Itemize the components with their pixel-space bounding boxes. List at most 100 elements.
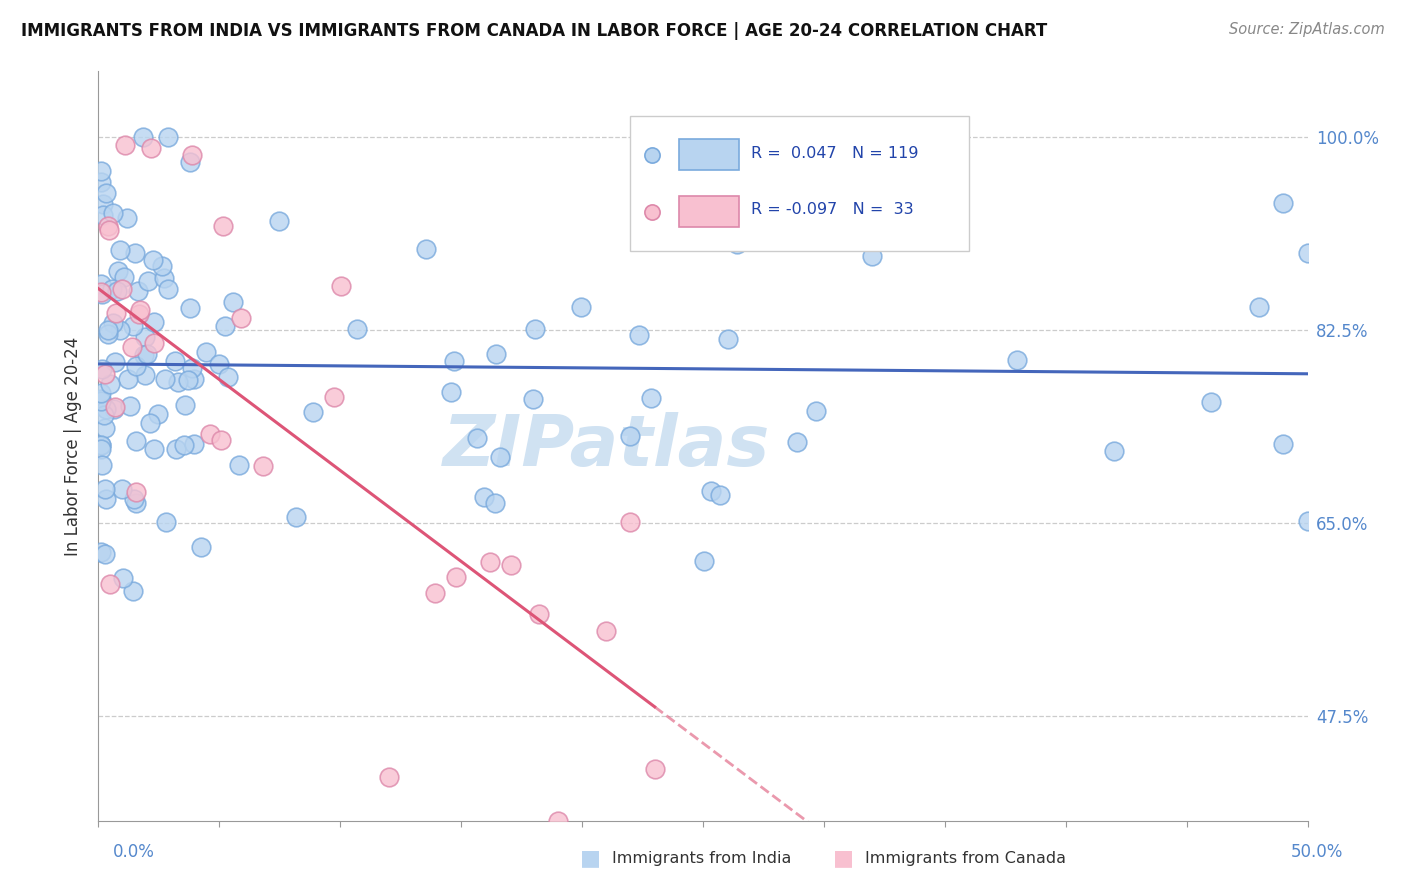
Point bbox=[121, 340, 143, 354]
Point bbox=[91, 287, 114, 301]
Point bbox=[180, 148, 202, 162]
Point bbox=[628, 328, 651, 343]
Point bbox=[90, 442, 112, 457]
Point bbox=[103, 316, 125, 330]
Point bbox=[212, 219, 235, 234]
Point bbox=[104, 400, 127, 414]
Point bbox=[108, 243, 131, 257]
Point bbox=[134, 329, 156, 343]
Point bbox=[91, 208, 114, 222]
Point bbox=[415, 243, 437, 257]
Point bbox=[284, 510, 307, 524]
Point bbox=[127, 284, 149, 298]
Point bbox=[488, 450, 510, 464]
Point bbox=[501, 558, 523, 572]
Point bbox=[1296, 514, 1319, 528]
Bar bbox=[679, 195, 740, 227]
Point bbox=[111, 482, 134, 496]
Point bbox=[94, 368, 117, 382]
Point bbox=[136, 275, 159, 289]
Point bbox=[644, 763, 666, 777]
Text: R =  0.047   N = 119: R = 0.047 N = 119 bbox=[751, 146, 920, 161]
Point bbox=[709, 487, 731, 501]
Point bbox=[717, 332, 740, 346]
Point bbox=[465, 431, 488, 445]
Point bbox=[90, 175, 112, 189]
Point bbox=[1199, 395, 1222, 409]
FancyBboxPatch shape bbox=[630, 116, 969, 252]
Point bbox=[631, 173, 654, 187]
Point bbox=[152, 271, 174, 285]
Point bbox=[524, 322, 547, 336]
Point bbox=[124, 491, 146, 506]
Point bbox=[156, 130, 179, 145]
Point bbox=[91, 196, 114, 211]
Point bbox=[443, 354, 465, 368]
Text: 50.0%: 50.0% bbox=[1291, 843, 1343, 861]
Point bbox=[165, 442, 187, 457]
Point bbox=[208, 357, 231, 371]
Point bbox=[115, 211, 138, 225]
Point bbox=[90, 392, 112, 406]
Point bbox=[179, 155, 201, 169]
Point bbox=[217, 369, 239, 384]
Point bbox=[198, 426, 221, 441]
Text: Source: ZipAtlas.com: Source: ZipAtlas.com bbox=[1229, 22, 1385, 37]
Point bbox=[1272, 436, 1295, 450]
Point bbox=[120, 399, 142, 413]
Point bbox=[214, 318, 236, 333]
Point bbox=[693, 554, 716, 568]
Point bbox=[269, 213, 291, 227]
Point bbox=[527, 607, 550, 622]
Point bbox=[522, 392, 544, 406]
Point bbox=[619, 515, 641, 529]
Point bbox=[101, 282, 124, 296]
Point bbox=[323, 390, 346, 404]
Point bbox=[860, 249, 883, 263]
Text: ZIPatlas: ZIPatlas bbox=[443, 411, 770, 481]
Point bbox=[377, 770, 399, 784]
Point bbox=[94, 421, 117, 435]
Point bbox=[177, 373, 200, 387]
Point bbox=[547, 814, 569, 828]
Point bbox=[155, 372, 177, 386]
Point bbox=[229, 310, 252, 325]
Point bbox=[90, 163, 112, 178]
Point bbox=[183, 437, 205, 451]
Point bbox=[103, 401, 125, 416]
Y-axis label: In Labor Force | Age 20-24: In Labor Force | Age 20-24 bbox=[65, 336, 83, 556]
Point bbox=[478, 555, 501, 569]
Text: ■: ■ bbox=[581, 848, 600, 868]
Point bbox=[142, 442, 165, 457]
Point bbox=[640, 392, 662, 406]
Point bbox=[94, 402, 117, 417]
Point bbox=[484, 496, 506, 510]
Point bbox=[142, 252, 165, 267]
Point bbox=[744, 161, 766, 176]
Point bbox=[222, 295, 245, 310]
Point bbox=[146, 407, 169, 421]
Point bbox=[112, 571, 135, 585]
Point bbox=[90, 385, 112, 400]
Point bbox=[125, 434, 148, 448]
Point bbox=[97, 323, 120, 337]
Point bbox=[302, 405, 325, 419]
Point bbox=[700, 484, 723, 499]
Point bbox=[97, 326, 120, 341]
Point bbox=[346, 321, 368, 335]
Point bbox=[141, 141, 163, 155]
Point bbox=[125, 485, 148, 500]
Point bbox=[114, 138, 136, 153]
Point bbox=[93, 547, 115, 561]
Point bbox=[252, 459, 274, 474]
Point bbox=[98, 577, 121, 591]
Point bbox=[181, 360, 204, 375]
Point bbox=[98, 377, 121, 392]
Point bbox=[128, 307, 150, 321]
Point bbox=[786, 435, 808, 450]
Point bbox=[104, 355, 127, 369]
Point bbox=[142, 315, 165, 329]
Point bbox=[93, 482, 115, 496]
Point bbox=[183, 372, 205, 386]
Point bbox=[1296, 245, 1319, 260]
